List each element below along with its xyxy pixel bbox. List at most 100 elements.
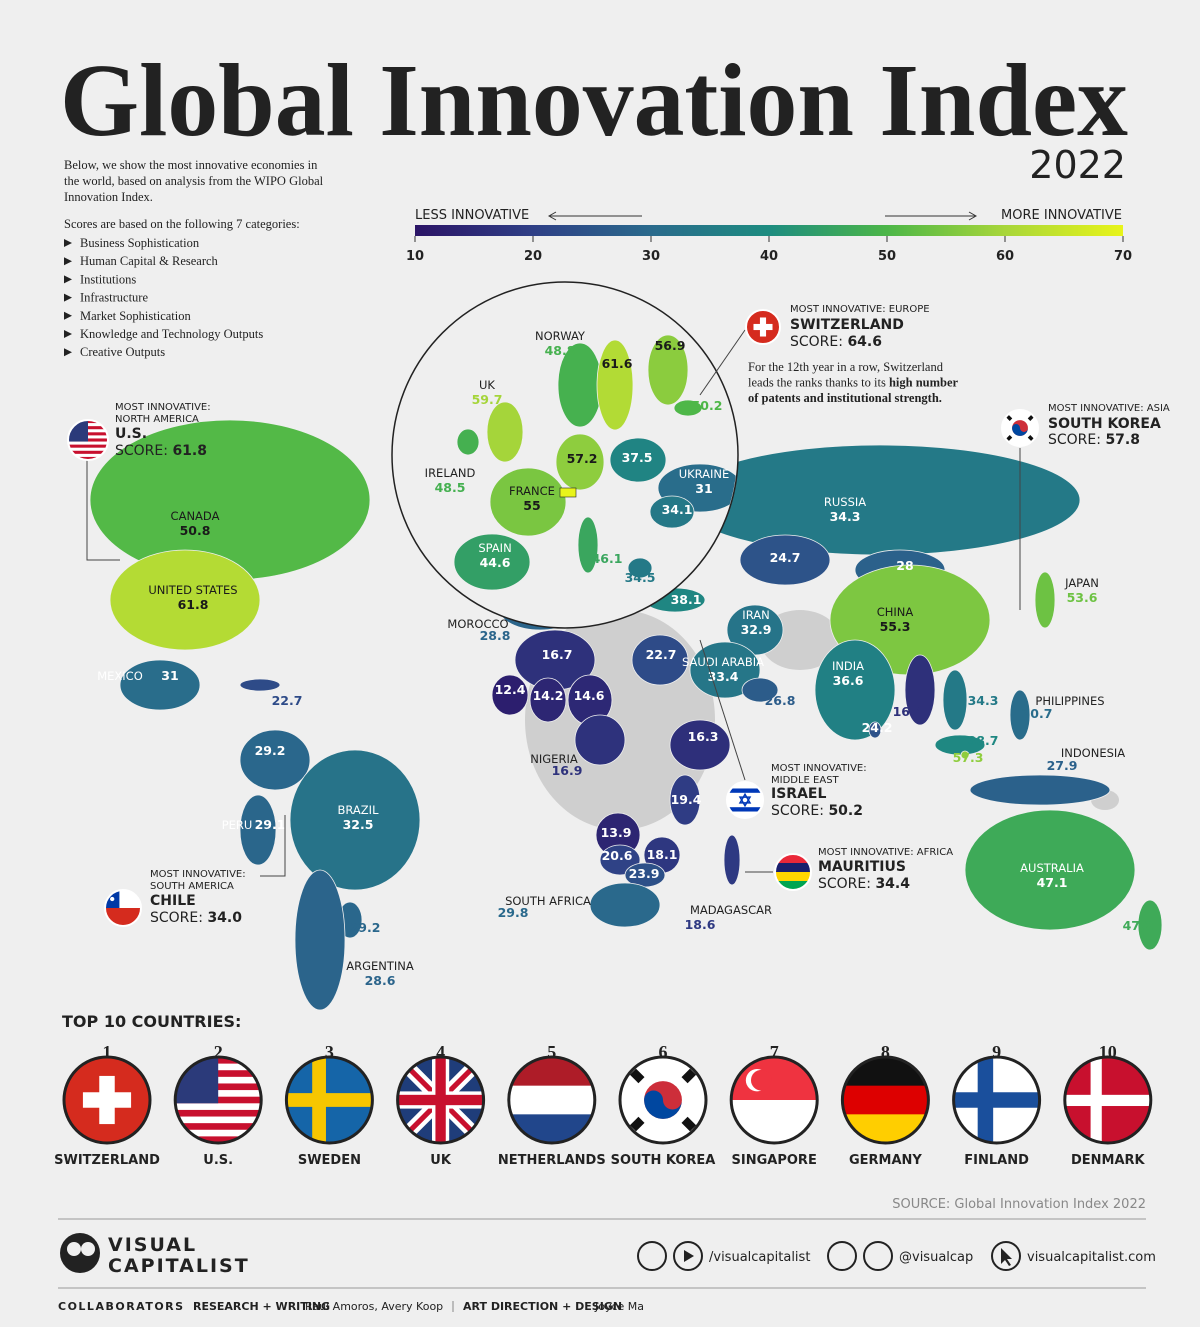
callout-score: SCORE: 50.2 (771, 803, 863, 819)
year: 2022 (1029, 143, 1126, 187)
rank: 9 (992, 1042, 1001, 1062)
youtube-glyph (684, 1250, 694, 1262)
country-label: UK (479, 378, 495, 392)
callout-region: SOUTH AMERICA (150, 881, 234, 892)
country-label: CHINA (877, 605, 914, 619)
country (486, 401, 524, 463)
country (289, 749, 421, 891)
website[interactable]: visualcapitalist.com (1027, 1250, 1156, 1265)
title: Global Innovation Index (60, 43, 1128, 158)
flag-part (629, 1068, 645, 1084)
tick-label: 60 (996, 249, 1014, 264)
legend: LESS INNOVATIVE MORE INNOVATIVE 10 20 30 40… (406, 208, 1132, 264)
intro: Below, we show the most innovative econo… (64, 158, 324, 359)
top-10: TOP 10 COUNTRIES: 1 SWITZERLAND 2 U.S. 3 SWED… (54, 1012, 1153, 1168)
tick-label: 70 (1114, 249, 1132, 264)
score-label: 23.9 (629, 866, 660, 881)
score-label: 13.9 (601, 825, 632, 840)
tick-label: 20 (524, 249, 542, 264)
web-icon[interactable] (991, 1241, 1021, 1271)
score-label: 47.1 (1037, 875, 1068, 890)
flag-part (110, 896, 115, 902)
flag-ring (284, 1055, 374, 1145)
score-label: 28.8 (480, 628, 511, 643)
score-label: 31 (161, 668, 178, 683)
score-label: 29.2 (255, 743, 286, 758)
score-label: 28.6 (365, 973, 396, 988)
tick-label: 30 (642, 249, 660, 264)
flag-part (1064, 1094, 1151, 1107)
country-label: PERU (222, 818, 253, 832)
score-label: 50.8 (180, 523, 211, 538)
score-label: 29.2 (350, 920, 381, 935)
country (589, 882, 661, 928)
callout-country: U.S. (115, 426, 147, 442)
flag-part (681, 1068, 697, 1084)
instagram-icon[interactable] (863, 1241, 893, 1271)
country-label: RUSSIA (824, 495, 866, 509)
callout-region: MOST INNOVATIVE: (115, 402, 211, 413)
country (960, 750, 970, 760)
country-label: FRANCE (509, 484, 555, 498)
bullet (64, 311, 72, 320)
callout-score: SCORE: 34.0 (150, 910, 242, 926)
score-label: 32.9 (741, 622, 772, 637)
country-label: IRELAND (425, 466, 476, 480)
social-handle[interactable]: /visualcapitalist (709, 1250, 810, 1265)
country-label: SAUDI ARABIA (682, 655, 764, 669)
flag-part (68, 456, 108, 460)
score-label: 48.8 (545, 343, 576, 358)
youtube-icon[interactable] (673, 1241, 703, 1271)
score-label: 46.1 (592, 551, 623, 566)
callout-country: MAURITIUS (818, 859, 906, 875)
flag-part (644, 1090, 682, 1119)
score-label: 16.3 (688, 729, 719, 744)
callout-region: MOST INNOVATIVE: (150, 869, 246, 880)
country (239, 729, 311, 791)
arrow-head (547, 211, 557, 221)
score-label: 50.2 (692, 398, 723, 413)
callout-country: SOUTH KOREA (1048, 416, 1161, 432)
country (555, 433, 605, 491)
score-label: 33.4 (708, 669, 739, 684)
map (89, 419, 1163, 1011)
note-segment: leads the ranks thanks to its (748, 376, 889, 390)
twitter-icon[interactable] (827, 1241, 857, 1271)
country (689, 641, 761, 699)
country-label: MADAGASCAR (690, 903, 772, 917)
callout-region: MOST INNOVATIVE: ASIA (1048, 403, 1170, 414)
rank: 8 (881, 1042, 890, 1062)
flag-ring (840, 1055, 930, 1145)
score-label: 19.4 (671, 792, 702, 807)
legend-high: MORE INNOVATIVE (1001, 208, 1122, 223)
score-label: 27.9 (1047, 758, 1078, 773)
score-label: 16.7 (542, 647, 573, 662)
score-label: 16.4 (893, 704, 924, 719)
role: ART DIRECTION + DESIGN (463, 1300, 622, 1313)
score-label: 24.2 (862, 720, 893, 735)
flag-part (775, 872, 811, 882)
country (868, 721, 882, 739)
social-handle[interactable]: @visualcap (899, 1250, 973, 1265)
callout-country: ISRAEL (771, 786, 826, 802)
flag-ring (173, 1055, 263, 1145)
flag-part (750, 1069, 772, 1091)
facebook-icon[interactable] (637, 1241, 667, 1271)
country (739, 534, 831, 586)
country-label: SPAIN (478, 541, 511, 555)
intro-line: Below, we show the most innovative econo… (64, 158, 318, 172)
country (669, 719, 731, 771)
flag-part (727, 782, 763, 818)
callout-region: MIDDLE EAST (771, 775, 840, 786)
country (969, 774, 1111, 806)
flag (775, 854, 811, 890)
country-label: UKRAINE (679, 467, 730, 481)
score-value: 57.8 (1105, 432, 1140, 448)
score-label: 14.2 (533, 688, 564, 703)
score-label: 37.5 (622, 450, 653, 465)
score-prefix: SCORE: (771, 803, 824, 819)
flag-part (68, 453, 108, 458)
score-prefix: SCORE: (150, 910, 203, 926)
flag-part (68, 447, 108, 452)
score-label: 56.9 (655, 338, 686, 353)
